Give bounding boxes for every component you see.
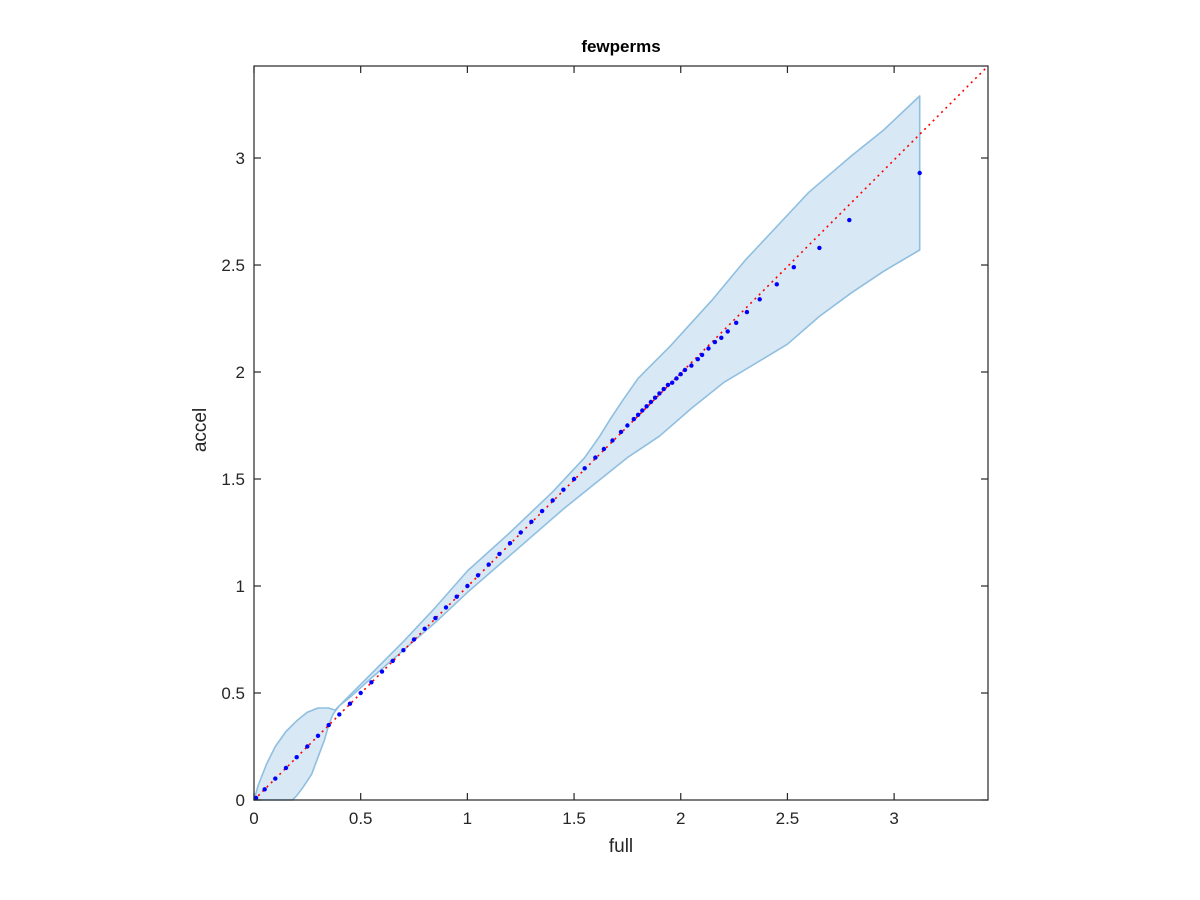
data-point xyxy=(593,455,598,460)
reference-line xyxy=(253,65,989,801)
y-tick-label: 2.5 xyxy=(221,256,245,275)
data-point xyxy=(648,399,654,405)
data-point xyxy=(625,423,630,428)
data-point xyxy=(689,363,694,368)
y-tick-label: 1 xyxy=(236,577,245,596)
data-point xyxy=(734,320,739,325)
data-point xyxy=(497,551,502,557)
data-point xyxy=(847,217,852,223)
data-point xyxy=(390,658,395,664)
data-point xyxy=(791,265,796,270)
x-tick-label: 0.5 xyxy=(349,809,373,828)
data-point xyxy=(682,367,688,373)
band-area xyxy=(253,95,921,801)
data-point xyxy=(917,170,922,176)
data-point xyxy=(443,605,449,610)
x-tick-label: 3 xyxy=(889,809,898,828)
data-point xyxy=(665,382,671,388)
data-point xyxy=(757,297,762,302)
data-point xyxy=(273,776,278,781)
y-tick-label: 0 xyxy=(236,791,245,810)
axes xyxy=(253,65,989,801)
data-point xyxy=(539,508,545,514)
data-points xyxy=(253,170,922,801)
data-point xyxy=(582,466,587,471)
data-point xyxy=(699,352,705,358)
y-tick-label: 0.5 xyxy=(221,684,245,703)
chart-title: fewperms xyxy=(581,37,660,56)
data-point xyxy=(631,416,636,422)
data-point xyxy=(695,357,700,362)
y-tick-label: 2 xyxy=(236,363,245,382)
data-point xyxy=(305,744,310,749)
data-point xyxy=(817,245,822,251)
data-point xyxy=(465,583,470,589)
x-tick-label: 2 xyxy=(676,809,685,828)
data-point xyxy=(719,335,724,340)
data-point xyxy=(486,562,491,567)
y-tick-label: 1.5 xyxy=(221,470,245,489)
data-point xyxy=(454,594,459,599)
data-point xyxy=(283,765,289,771)
data-point xyxy=(253,795,259,801)
data-point xyxy=(369,680,374,685)
data-point xyxy=(571,476,577,482)
reference-line-layer xyxy=(253,65,989,801)
data-point xyxy=(744,309,750,315)
data-point xyxy=(401,648,406,653)
data-point xyxy=(262,787,267,792)
data-point xyxy=(712,339,718,345)
data-point xyxy=(706,346,711,351)
confidence-band xyxy=(253,95,921,801)
data-point xyxy=(652,395,658,400)
data-point xyxy=(550,498,555,503)
data-point xyxy=(670,380,675,385)
data-point xyxy=(725,329,730,334)
data-point xyxy=(774,282,779,287)
data-point xyxy=(379,669,385,674)
x-tick-label: 0 xyxy=(249,809,258,828)
data-point xyxy=(657,391,662,396)
data-point xyxy=(518,530,523,535)
data-point xyxy=(618,429,624,435)
data-point xyxy=(610,438,615,443)
y-axis-label: accel xyxy=(190,408,211,452)
y-tick-label: 3 xyxy=(236,149,245,168)
data-point xyxy=(294,755,299,760)
plot-box xyxy=(253,65,989,801)
data-point xyxy=(635,412,641,417)
data-point xyxy=(601,446,607,452)
data-point xyxy=(644,404,649,409)
data-point xyxy=(326,722,331,728)
data-point xyxy=(315,733,321,738)
data-point xyxy=(433,615,438,621)
data-point xyxy=(678,372,683,377)
data-point xyxy=(411,637,417,642)
data-point xyxy=(529,519,534,524)
data-point xyxy=(358,690,363,696)
data-point xyxy=(661,386,666,392)
data-point xyxy=(507,541,513,546)
data-point xyxy=(337,712,342,717)
x-tick-label: 2.5 xyxy=(776,809,800,828)
data-point xyxy=(347,701,353,706)
x-tick-label: 1 xyxy=(463,809,472,828)
data-point xyxy=(475,573,481,578)
x-axis-label: full xyxy=(609,836,633,857)
data-point xyxy=(674,376,679,381)
data-point xyxy=(640,408,645,413)
x-tick-label: 1.5 xyxy=(562,809,586,828)
data-point xyxy=(422,626,427,631)
data-point xyxy=(561,487,566,492)
tick-labels: 0 0.5 1 1.5 2 2.5 3 0 0.5 1 1.5 2 2.5 3 xyxy=(221,149,898,828)
